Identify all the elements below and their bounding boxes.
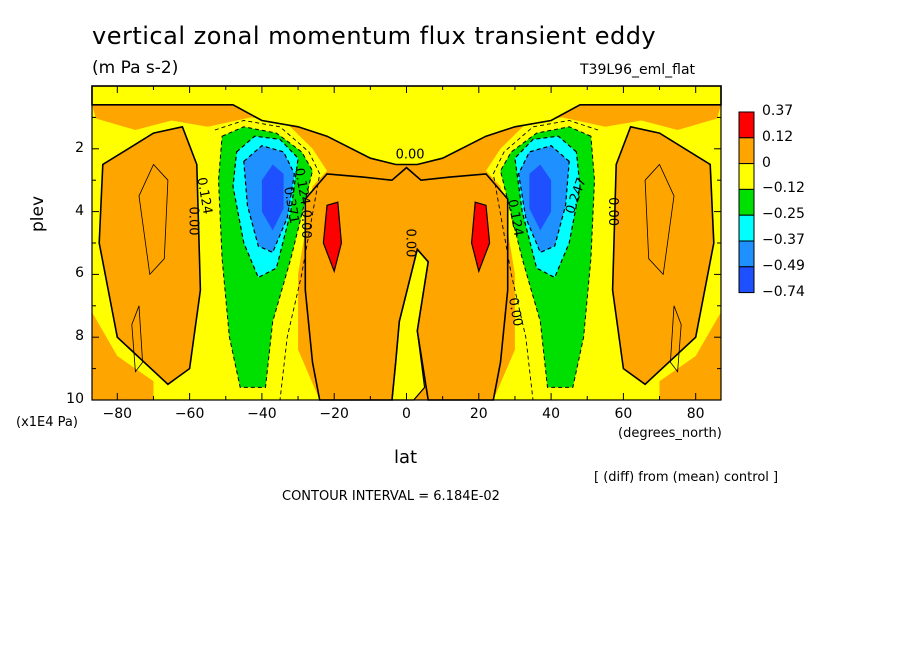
- fill-orange-lobe-right: [612, 126, 714, 385]
- fill-yellow-top: [92, 86, 721, 165]
- contour-label: 0.00: [396, 148, 425, 163]
- contour-neg-blue-left: [243, 145, 296, 254]
- y-tick-label: 6: [75, 265, 84, 282]
- x-tick-label: 0: [402, 406, 411, 422]
- contour-zero-lobe-left: [98, 125, 202, 386]
- contour-neg-outer-left: [214, 120, 321, 401]
- contour-label: 0.00: [505, 297, 525, 328]
- diff-note: [ (diff) from (mean) control ]: [594, 470, 779, 485]
- contour-neg-blue-right: [517, 145, 570, 254]
- contour-pos-thin-low-right: [669, 305, 682, 373]
- contour-label: 0.00: [605, 197, 620, 226]
- contour-pos-red-right: [470, 201, 491, 274]
- colorbar-swatch: [738, 266, 755, 294]
- fill-orange-center: [305, 167, 508, 400]
- contour-pos-thin-right: [644, 163, 675, 276]
- colorbar-swatch: [738, 240, 755, 268]
- contour-pos-red-left: [322, 201, 343, 274]
- x-tick-label: 40: [542, 406, 560, 422]
- x-tick-label: −40: [247, 406, 277, 422]
- contour-pos-thin-left: [138, 163, 169, 276]
- colorbar-label: 0.12: [762, 128, 794, 145]
- chart-title: vertical zonal momentum flux transient e…: [92, 22, 657, 50]
- colorbar-swatch: [738, 214, 755, 242]
- fill-orange-lobe-left: [99, 126, 201, 385]
- contour-zero-lobe-right: [611, 125, 715, 386]
- colorbar-label: −0.74: [762, 283, 805, 300]
- y-tick-label: 10: [66, 391, 84, 407]
- colorbar: [738, 111, 755, 294]
- fill-deep-blue-left: [261, 164, 284, 231]
- contour-neg-cyan-left: [232, 135, 299, 279]
- colorbar-label: −0.37: [762, 232, 805, 248]
- x-axis-label: lat: [394, 447, 418, 468]
- contour-label: 0.00: [186, 207, 201, 236]
- x-tick-label: 20: [469, 406, 488, 422]
- colorbar-swatch: [738, 137, 755, 165]
- contour-zero-mid: [391, 248, 429, 401]
- fill-yellow-mid: [392, 249, 429, 400]
- axis-ticks: [92, 86, 721, 401]
- contour-neg-green-left: [217, 126, 314, 388]
- y-tick-label: 4: [75, 202, 84, 219]
- contour-neg-green-right: [499, 126, 596, 388]
- y-axis-units: (x1E4 Pa): [16, 415, 78, 430]
- contour-fills: [92, 86, 721, 401]
- colorbar-label: 0.37: [762, 103, 794, 119]
- contour-neg-cyan-right: [514, 135, 581, 279]
- y-tick-label: 8: [75, 328, 84, 345]
- contour-zero-top: [91, 85, 722, 166]
- y-axis-label: plev: [28, 195, 48, 232]
- colorbar-swatch: [738, 111, 755, 139]
- contour-label: 0.124: [291, 167, 312, 206]
- x-axis-units: (degrees_north): [618, 426, 722, 441]
- run-label: T39L96_eml_flat: [580, 62, 696, 78]
- x-tick-label: 80: [686, 406, 705, 422]
- x-tick-label: −80: [102, 406, 133, 422]
- contour-label: 0.124: [504, 198, 525, 237]
- contour-label: 0.00: [298, 210, 313, 239]
- contour-interval: CONTOUR INTERVAL = 6.184E-02: [282, 489, 500, 504]
- colorbar-label: −0.12: [762, 180, 805, 197]
- contour-lines: [91, 85, 722, 401]
- contour-label: 0.124: [193, 176, 214, 215]
- colorbar-swatch: [738, 163, 755, 190]
- x-tick-label: −60: [174, 406, 205, 422]
- x-tick-label: −20: [319, 406, 349, 422]
- y-tick-label: 2: [75, 139, 84, 156]
- contour-label: 0.371: [280, 186, 301, 225]
- contour-label: 0.00: [403, 229, 418, 258]
- colorbar-label: −0.25: [762, 206, 805, 223]
- contour-neg-outer-right: [492, 120, 599, 401]
- chart-units: (m Pa s-2): [92, 58, 179, 78]
- x-tick-label: 60: [614, 406, 633, 422]
- colorbar-label: −0.49: [762, 257, 805, 274]
- colorbar-label: 0: [762, 154, 771, 171]
- colorbar-swatch: [738, 188, 755, 216]
- contour-pos-thin-low-left: [131, 305, 144, 373]
- fill-deep-blue-right: [529, 164, 552, 231]
